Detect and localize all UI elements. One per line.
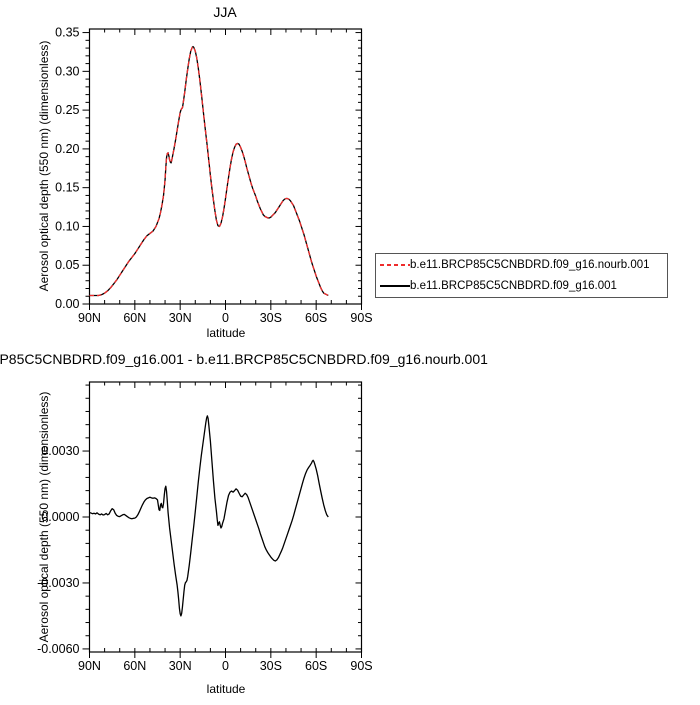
x-tick-label: 90N [78,659,101,673]
x-tick-label: 60N [123,659,146,673]
bottom-y-axis-label: Aerosol optical depth (550 nm) (dimensio… [37,391,51,643]
x-tick-label: 60S [305,311,327,325]
black-solid-line-sample [380,285,410,287]
series-solid-black [89,415,329,617]
x-tick-label: 90S [350,659,372,673]
y-tick-label: 0.0000 [41,510,79,524]
x-tick-label: 60N [123,311,146,325]
y-tick-label: 0.00 [55,297,79,311]
x-tick-label: 90N [78,311,101,325]
x-tick-label: 90S [350,311,372,325]
plot-frame [88,381,363,653]
x-tick-label: 30S [260,659,282,673]
top-chart-title: JJA [213,4,237,20]
y-tick-label: 0.10 [55,219,79,233]
y-tick-label: -0.0060 [37,642,79,656]
legend-label: b.e11.BRCP85C5CNBDRD.f09_g16.nourb.001 [410,259,650,271]
top-x-axis-label: latitude [206,326,246,340]
top-y-axis-label: Aerosol optical depth (550 nm) (dimensio… [37,40,51,292]
series-dashed-red [89,45,329,297]
x-tick-label: 60S [305,659,327,673]
y-tick-label: 0.15 [55,181,79,195]
legend-entry-nourb: b.e11.BRCP85C5CNBDRD.f09_g16.nourb.001 [376,255,667,275]
bottom-plot: 90N 60N 30N 0 30S 60S 90S 0.0030 0.0000 -0.0030 -0… [37,381,373,673]
y-tick-label: -0.0030 [37,576,79,590]
bottom-chart-title: b.e11.BRCP85C5CNBDRD.f09_g16.001 - b.e11… [0,351,488,367]
plot-frame [88,28,363,305]
y-tick-label: 0.30 [55,64,79,78]
x-tick-label: 30N [169,659,192,673]
y-tick-label: 0.0030 [41,444,79,458]
y-tick-label: 0.25 [55,103,79,117]
legend-entry-urb: b.e11.BRCP85C5CNBDRD.f09_g16.001 [376,276,667,296]
y-tick-label: 0.20 [55,142,79,156]
legend-box: b.e11.BRCP85C5CNBDRD.f09_g16.nourb.001 b… [375,253,668,298]
y-tick-label: 0.05 [55,258,79,272]
x-tick-label: 0 [222,659,229,673]
legend-label: b.e11.BRCP85C5CNBDRD.f09_g16.001 [410,280,617,292]
x-tick-label: 30N [169,311,192,325]
top-plot: 90N 60N 30N 0 30S 60S 90S 0.00 0.05 0.10 0.15 0.20 0… [55,26,372,325]
series-solid-black [89,45,329,297]
x-tick-label: 0 [222,311,229,325]
x-tick-label: 30S [260,311,282,325]
bottom-x-axis-label: latitude [206,682,246,696]
y-tick-label: 0.35 [55,26,79,40]
red-dashed-line-sample [380,264,410,266]
